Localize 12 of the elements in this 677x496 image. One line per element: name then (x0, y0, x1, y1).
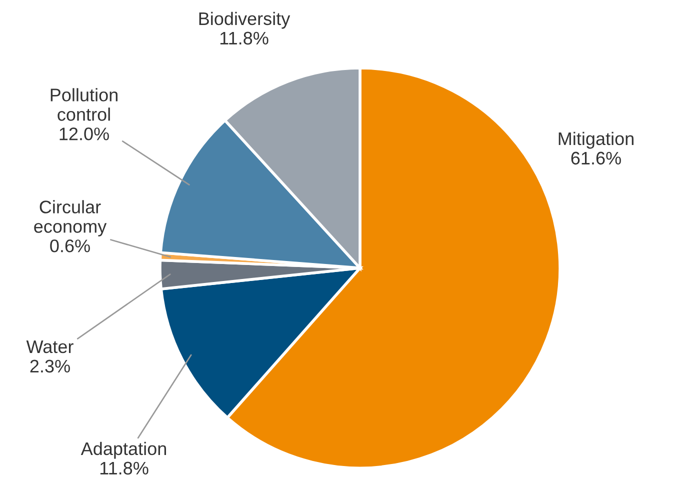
slice-label: Pollution control (50, 88, 118, 121)
data-label: 61.6% (571, 152, 621, 165)
data-label: 12.0% (60, 128, 109, 140)
slice-label: Water (26, 340, 74, 354)
slice-label: Circular economy (34, 200, 107, 236)
slice-label: Mitigation (558, 132, 634, 149)
slice-label: Adaptation (80, 442, 166, 459)
slice-label: Biodiversity (199, 12, 290, 29)
data-label: 2.3% (30, 360, 70, 373)
data-label: 0.6% (50, 240, 90, 252)
data-label: 11.8% (220, 32, 268, 45)
data-label: 11.8% (100, 462, 148, 475)
